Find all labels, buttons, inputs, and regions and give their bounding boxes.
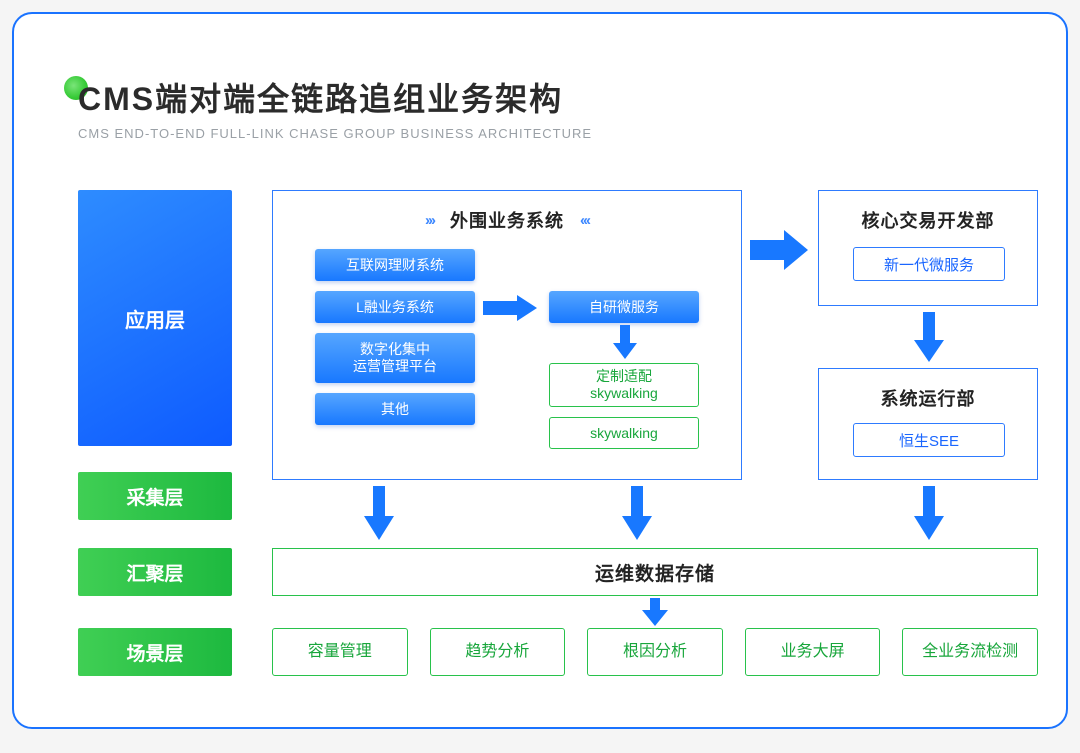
pill-l-finance: L融业务系统 [315, 291, 475, 323]
layer-scenario: 场景层 [78, 628, 232, 676]
arrow-down-icon [613, 325, 637, 361]
layer-scenario-label: 场景层 [126, 639, 183, 666]
pill-newgen-microservice: 新一代微服务 [853, 247, 1005, 281]
box-skywalking: skywalking [549, 417, 699, 449]
box-custom-skywalking: 定制适配 skywalking [549, 363, 699, 407]
pill-internet-finance: 互联网理财系统 [315, 249, 475, 281]
arrow-down-to-storage-2-icon [622, 486, 652, 542]
arrow-down-to-storage-1-icon [364, 486, 394, 542]
arrow-down-to-storage-3-icon [914, 486, 944, 542]
layer-collection-label: 采集层 [126, 483, 183, 510]
scenario-capacity: 容量管理 [272, 628, 408, 676]
storage-bar: 运维数据存储 [272, 548, 1038, 596]
core-trade-title: 核心交易开发部 [819, 207, 1037, 233]
layer-application-label: 应用层 [125, 304, 185, 333]
peripheral-panel: ››› 外围业务系统 ‹‹‹ 互联网理财系统 L融业务系统 数字化集中 运营管理… [272, 190, 742, 480]
layer-aggregation: 汇聚层 [78, 548, 232, 596]
scenario-bizscreen: 业务大屏 [745, 628, 881, 676]
storage-label: 运维数据存储 [595, 559, 715, 586]
arrow-right-big-icon [750, 228, 810, 272]
scenario-row: 容量管理 趋势分析 根因分析 业务大屏 全业务流检测 [272, 628, 1038, 676]
arrow-right-icon [483, 293, 539, 323]
pill-self-microservice: 自研微服务 [549, 291, 699, 323]
layer-application: 应用层 [78, 190, 232, 446]
title-cn: CMS端对端全链路追组业务架构 [78, 74, 592, 120]
architecture-frame: CMS端对端全链路追组业务架构 CMS END-TO-END FULL-LINK… [12, 12, 1068, 729]
pill-hs-see: 恒生SEE [853, 423, 1005, 457]
scenario-fullflow: 全业务流检测 [902, 628, 1038, 676]
sysrun-panel: 系统运行部 恒生SEE [818, 368, 1038, 480]
pill-other: 其他 [315, 393, 475, 425]
arrow-down-to-scenario-icon [642, 598, 668, 628]
chevrons-right-icon: ‹‹‹ [580, 212, 589, 229]
layer-aggregation-label: 汇聚层 [126, 559, 183, 586]
layer-collection: 采集层 [78, 472, 232, 520]
chevrons-left-icon: ››› [425, 212, 434, 229]
sysrun-title: 系统运行部 [819, 385, 1037, 411]
core-trade-panel: 核心交易开发部 新一代微服务 [818, 190, 1038, 306]
arrow-down-core-icon [914, 312, 944, 364]
scenario-rootcause: 根因分析 [587, 628, 723, 676]
title-block: CMS端对端全链路追组业务架构 CMS END-TO-END FULL-LINK… [78, 74, 592, 141]
title-en: CMS END-TO-END FULL-LINK CHASE GROUP BUS… [78, 126, 592, 141]
pill-digital-ops: 数字化集中 运营管理平台 [315, 333, 475, 383]
peripheral-panel-title: ››› 外围业务系统 ‹‹‹ [273, 207, 741, 233]
scenario-trend: 趋势分析 [430, 628, 566, 676]
peripheral-title-text: 外围业务系统 [450, 211, 564, 231]
